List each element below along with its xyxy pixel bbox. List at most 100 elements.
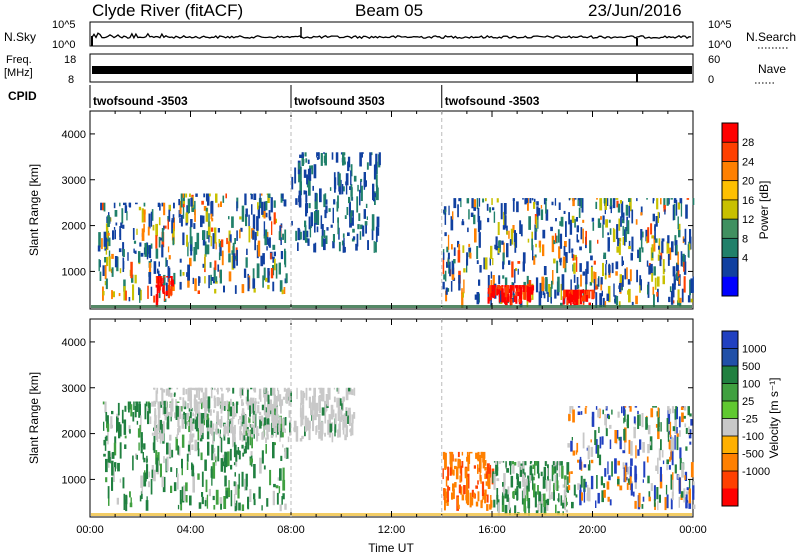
nsearch-tick-bottom: 10^0 [708, 39, 732, 51]
heatmap-cell [168, 411, 171, 416]
heatmap-cell [365, 203, 368, 208]
heatmap-cell [631, 209, 634, 224]
heatmap-cell [351, 238, 355, 242]
heatmap-cell [189, 257, 192, 267]
heatmap-cell [214, 227, 217, 244]
heatmap-cell [683, 415, 686, 419]
heatmap-cell [671, 437, 675, 452]
heatmap-cell [199, 412, 202, 420]
heatmap-cell [265, 444, 267, 454]
heatmap-cell [205, 193, 209, 200]
heatmap-cell [227, 241, 231, 253]
heatmap-cell [540, 209, 544, 220]
heatmap-cell [313, 399, 315, 405]
heatmap-cell [298, 162, 300, 170]
heatmap-cell [480, 500, 483, 509]
heatmap-cell [224, 452, 228, 468]
heatmap-cell [668, 430, 670, 435]
heatmap-cell [655, 465, 658, 471]
heatmap-cell [364, 221, 368, 226]
heatmap-cell [192, 277, 194, 284]
heatmap-cell [227, 420, 230, 437]
heatmap-cell [321, 422, 324, 435]
heatmap-cell [158, 432, 161, 439]
heatmap-cell [590, 459, 594, 464]
heatmap-cell [624, 227, 627, 243]
heatmap-cell [256, 426, 259, 435]
heatmap-cell [568, 238, 571, 254]
heatmap-cell [277, 395, 280, 402]
heatmap-cell [662, 460, 665, 465]
heatmap-cell [187, 388, 191, 402]
heatmap-cell [583, 289, 587, 301]
heatmap-cell [616, 246, 620, 253]
heatmap-cell [676, 427, 678, 434]
colorbar-swatch [722, 418, 738, 437]
heatmap-cell [556, 480, 559, 491]
heatmap-cell [446, 499, 449, 506]
heatmap-cell [344, 434, 347, 441]
heatmap-cell [663, 198, 666, 209]
heatmap-cell [490, 288, 493, 297]
heatmap-cell [690, 298, 693, 303]
heatmap-cell [647, 444, 650, 454]
heatmap-cell [338, 241, 341, 252]
heatmap-cell [595, 292, 598, 308]
heatmap-cell [595, 439, 598, 454]
heatmap-cell [376, 216, 380, 228]
heatmap-cell [246, 400, 249, 406]
heatmap-cell [457, 458, 460, 469]
heatmap-cell [560, 216, 564, 227]
heatmap-cell [180, 193, 183, 208]
heatmap-cell [534, 254, 537, 258]
heatmap-cell [241, 433, 244, 442]
heatmap-cell [146, 464, 149, 479]
heatmap-cell [188, 408, 191, 412]
heatmap-cell [233, 481, 236, 487]
heatmap-cell [637, 449, 640, 456]
heatmap-cell [492, 258, 494, 266]
heatmap-cell [567, 476, 569, 485]
heatmap-cell [517, 288, 520, 292]
heatmap-cell [482, 492, 485, 500]
heatmap-cell [559, 461, 561, 466]
heatmap-cell [523, 495, 526, 512]
heatmap-cell [473, 199, 477, 210]
heatmap-cell [267, 231, 269, 240]
heatmap-cell [568, 471, 571, 483]
heatmap-cell [217, 428, 219, 434]
heatmap-cell [254, 239, 256, 251]
heatmap-cell [531, 231, 533, 242]
heatmap-cell [193, 398, 197, 412]
nsky-panel [89, 21, 694, 47]
heatmap-cell [149, 416, 152, 424]
heatmap-cell [111, 253, 114, 259]
heatmap-cell [281, 289, 284, 295]
heatmap-cell [265, 201, 268, 211]
nsky-label: N.Sky [4, 30, 36, 44]
heatmap-cell [316, 425, 318, 433]
heatmap-cell [179, 269, 182, 277]
heatmap-cell [162, 287, 165, 293]
heatmap-cell [239, 229, 241, 239]
heatmap-cell [272, 406, 275, 416]
heatmap-cell [316, 226, 319, 233]
heatmap-cell [591, 411, 595, 427]
heatmap-cell [502, 482, 504, 487]
heatmap-cell [630, 441, 633, 456]
heatmap-cell [282, 467, 285, 482]
heatmap-cell [226, 426, 228, 434]
heatmap-cell [205, 207, 209, 222]
heatmap-cell [201, 418, 204, 433]
heatmap-cell [689, 441, 692, 445]
heatmap-cell [633, 416, 636, 424]
heatmap-cell [366, 162, 369, 170]
heatmap-cell [150, 243, 153, 249]
heatmap-cell [448, 487, 451, 491]
heatmap-cell [273, 483, 276, 488]
heatmap-cell [324, 411, 327, 424]
heatmap-cell [345, 185, 348, 195]
heatmap-cell [585, 481, 587, 488]
colorbar-tick-label: 24 [742, 156, 754, 168]
heatmap-cell [276, 420, 279, 435]
